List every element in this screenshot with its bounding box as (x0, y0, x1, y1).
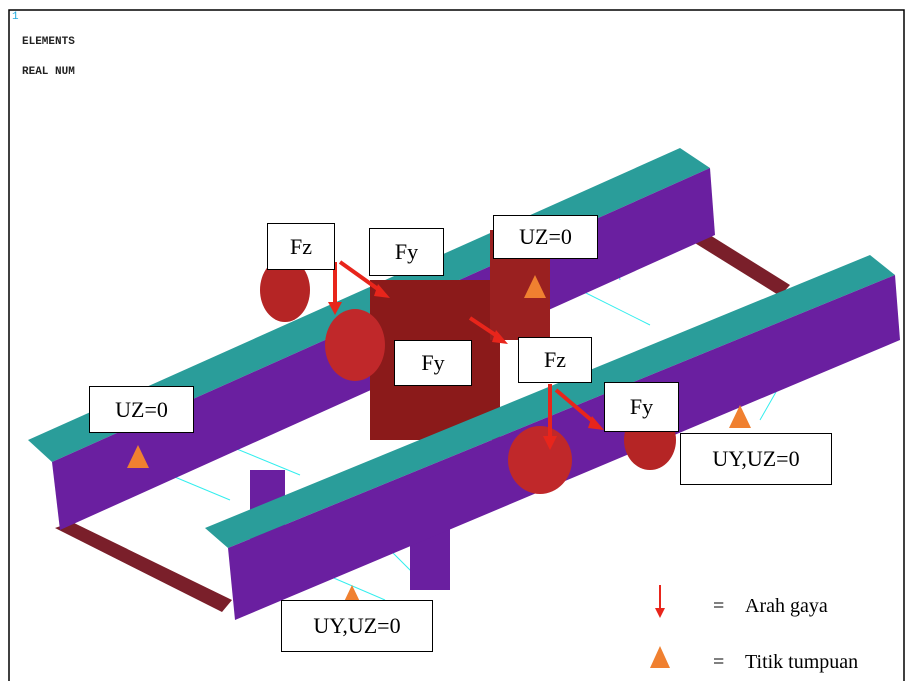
annotation-box: UZ=0 (493, 215, 598, 259)
axle (508, 426, 572, 494)
legend-label: Titik tumpuan (745, 651, 858, 673)
rod (690, 232, 790, 296)
annotation-box: Fy (369, 228, 444, 276)
rod (55, 522, 232, 612)
figure: 1 ELEMENTS REAL NUM = Arah gaya = Titik (0, 0, 907, 681)
legend-symbol: = (713, 595, 724, 617)
legend-triangle (650, 646, 670, 668)
legend-symbol: = (713, 651, 724, 673)
annotation-box: UY,UZ=0 (281, 600, 433, 652)
legend-label: Arah gaya (745, 595, 828, 617)
header-line: REAL NUM (22, 66, 75, 78)
annotation-box: UZ=0 (89, 386, 194, 433)
annotation-box: Fz (518, 337, 592, 383)
window-number: 1 (12, 11, 19, 23)
header-line: ELEMENTS (22, 36, 75, 48)
annotation-box: Fy (604, 382, 679, 432)
axle (325, 309, 385, 381)
legend-arrow-head (655, 608, 665, 618)
annotation-box: UY,UZ=0 (680, 433, 832, 485)
annotation-box: Fy (394, 340, 472, 386)
annotation-box: Fz (267, 223, 335, 270)
